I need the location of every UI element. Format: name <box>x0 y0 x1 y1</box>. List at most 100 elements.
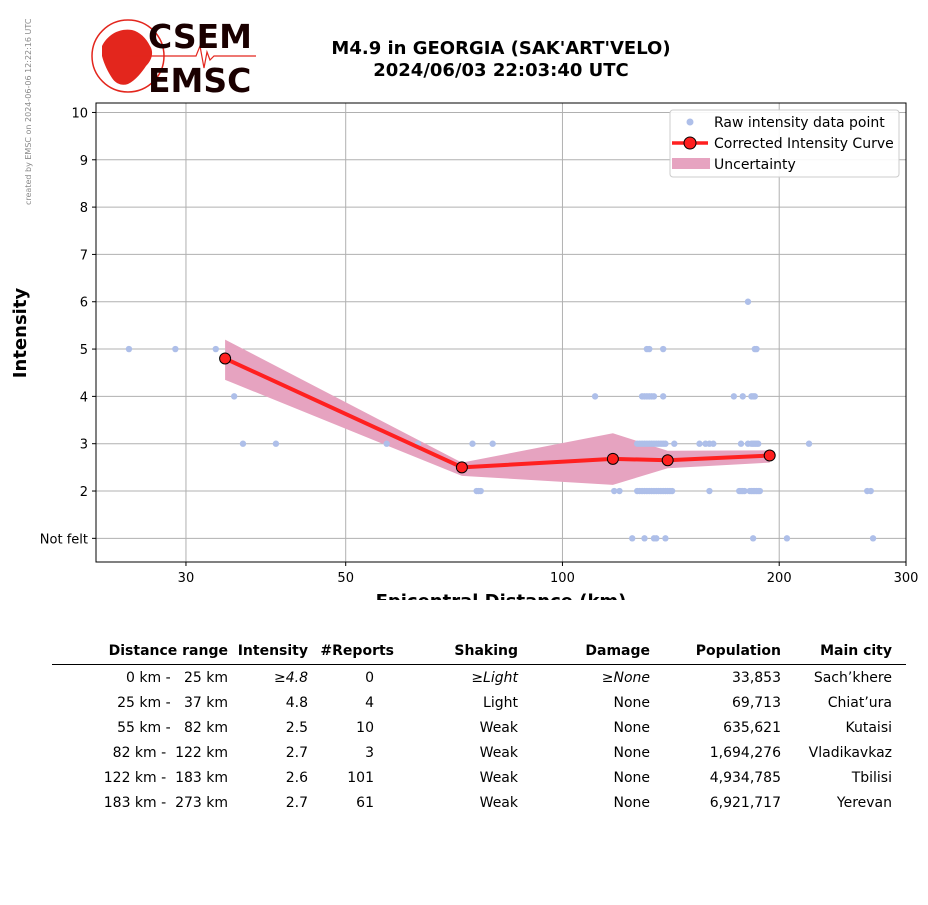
cell-shaking: Light <box>483 694 518 711</box>
raw-point <box>611 487 618 495</box>
raw-point <box>805 440 813 447</box>
cell-intensity: 2.7 <box>285 744 308 761</box>
y-tick-label: 10 <box>71 106 88 121</box>
legend: Raw intensity data point Corrected Inten… <box>669 109 900 178</box>
curve-point <box>763 449 776 462</box>
raw-point <box>751 393 759 400</box>
y-tick-label: Not felt <box>40 532 88 547</box>
x-tick-label: 50 <box>337 571 354 586</box>
raw-point <box>662 535 669 542</box>
raw-point <box>646 345 653 353</box>
logo-continents <box>102 29 153 85</box>
header-shaking: Shaking <box>394 640 518 665</box>
cell-reports: 61 <box>356 794 374 811</box>
curve-point <box>606 452 619 465</box>
table-row: 183 km - 273 km 2.7 61 Weak None 6,921,7… <box>52 790 906 815</box>
cell-intensity: 2.7 <box>285 794 308 811</box>
raw-point <box>489 440 496 447</box>
cell-damage: ≥None <box>601 669 650 686</box>
curve-point <box>219 352 232 365</box>
raw-point <box>754 440 762 447</box>
cell-population: 69,713 <box>732 694 781 711</box>
table-header-row: Distance range Intensity #Reports Shakin… <box>52 640 906 665</box>
curve-point <box>455 461 468 474</box>
x-tick-label: 100 <box>550 571 575 586</box>
cell-range: 183 km - 273 km <box>103 794 228 811</box>
raw-point <box>662 440 669 447</box>
raw-point <box>867 487 874 495</box>
legend-band-swatch <box>672 158 710 169</box>
intensity-chart: 30 50 100 200 300 Not felt 2 3 4 5 6 7 8 9 10 Epicentr… <box>10 102 919 600</box>
cell-shaking: Weak <box>479 794 518 811</box>
cell-reports: 3 <box>365 744 374 761</box>
header-reports: #Reports <box>308 640 394 665</box>
raw-point <box>737 440 745 447</box>
cell-population: 6,921,717 <box>709 794 781 811</box>
cell-reports: 0 <box>365 669 374 686</box>
header-population: Population <box>650 640 781 665</box>
header-intensity: Intensity <box>228 640 308 665</box>
raw-point <box>212 345 219 353</box>
y-tick-label: 6 <box>80 296 88 311</box>
chart-title: M4.9 in GEORGIA (SAK'ART'VELO) 2024/06/0… <box>250 38 752 82</box>
x-axis-label: Epicentral Distance (km) <box>376 591 627 600</box>
logo-bottom-text: EMSC <box>148 61 251 98</box>
y-tick-label: 7 <box>80 248 88 263</box>
cell-damage: None <box>613 719 650 736</box>
cell-city: Vladikavkaz <box>808 744 892 761</box>
y-tick-label: 3 <box>80 438 88 453</box>
cell-shaking: Weak <box>479 744 518 761</box>
raw-point <box>659 393 667 400</box>
y-tick-label: 4 <box>80 390 88 405</box>
curve-layer <box>219 352 776 474</box>
cell-city: Chiat’ura <box>827 694 892 711</box>
raw-point <box>741 487 748 495</box>
raw-point <box>744 298 752 305</box>
intensity-table: Distance range Intensity #Reports Shakin… <box>52 640 906 815</box>
cell-intensity: 4.8 <box>285 694 308 711</box>
legend-raw-marker <box>686 118 694 126</box>
cell-reports: 10 <box>356 719 374 736</box>
header-main-city: Main city <box>781 640 906 665</box>
cell-intensity: ≥4.8 <box>274 669 308 686</box>
raw-point <box>756 487 764 495</box>
legend-curve-marker <box>683 136 697 150</box>
raw-point <box>710 440 717 447</box>
table-row: 122 km - 183 km 2.6 101 Weak None 4,934,… <box>52 765 906 790</box>
raw-point <box>783 535 791 542</box>
raw-point <box>272 440 280 447</box>
table-row: 25 km - 37 km 4.8 4 Light None 69,713 Ch… <box>52 690 906 715</box>
raw-point <box>869 535 877 542</box>
uncertainty-band-layer <box>225 339 770 485</box>
table-row: 82 km - 122 km 2.7 3 Weak None 1,694,276… <box>52 740 906 765</box>
cell-shaking: Weak <box>479 769 518 786</box>
tick-labels: 30 50 100 200 300 Not felt 2 3 4 5 6 7 8 9 10 <box>40 106 919 586</box>
raw-point <box>668 487 676 495</box>
cell-city: Kutaisi <box>845 719 893 736</box>
y-tick-label: 8 <box>80 201 88 216</box>
uncertainty-band <box>225 339 770 485</box>
raw-point <box>172 345 179 353</box>
raw-point <box>706 487 713 495</box>
raw-point <box>641 535 648 542</box>
legend-box <box>669 109 900 178</box>
raw-point <box>477 487 484 495</box>
cell-shaking: ≥Light <box>471 669 518 686</box>
plot-frame <box>95 102 907 563</box>
x-tick-label: 300 <box>894 571 919 586</box>
raw-point <box>230 393 238 400</box>
cell-population: 1,694,276 <box>709 744 781 761</box>
cell-range: 122 km - 183 km <box>103 769 228 786</box>
raw-point <box>749 535 757 542</box>
cell-reports: 101 <box>347 769 374 786</box>
cell-damage: None <box>613 794 650 811</box>
cell-damage: None <box>613 694 650 711</box>
table-row: 55 km - 82 km 2.5 10 Weak None 635,621 K… <box>52 715 906 740</box>
raw-point <box>753 345 760 353</box>
raw-point <box>739 393 746 400</box>
cell-city: Tbilisi <box>851 769 892 786</box>
legend-curve-label: Corrected Intensity Curve <box>714 136 894 152</box>
raw-point <box>650 393 658 400</box>
raw-point <box>671 440 678 447</box>
raw-point <box>629 535 636 542</box>
